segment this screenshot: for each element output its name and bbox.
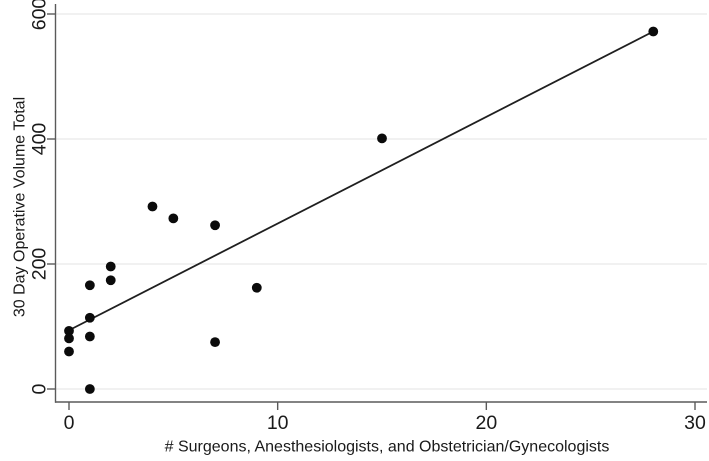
x-tick-label: 10 bbox=[267, 412, 289, 434]
y-tick-label: 400 bbox=[29, 123, 51, 156]
x-tick-label: 30 bbox=[684, 412, 706, 434]
data-point bbox=[64, 333, 74, 344]
data-point bbox=[377, 133, 387, 144]
data-point bbox=[84, 280, 95, 291]
x-tick-label: 20 bbox=[475, 412, 497, 434]
fit-line bbox=[68, 30, 654, 332]
data-point bbox=[84, 312, 95, 323]
fit-line-group bbox=[68, 30, 654, 332]
data-point bbox=[251, 282, 262, 293]
y-tick-label: 600 bbox=[29, 0, 51, 30]
x-axis-title: # Surgeons, Anesthesiologists, and Obste… bbox=[165, 439, 610, 456]
tick-marks bbox=[47, 13, 696, 410]
data-point bbox=[105, 261, 116, 272]
data-point bbox=[84, 384, 95, 394]
data-points-group bbox=[64, 26, 659, 394]
x-tick-label: 0 bbox=[64, 412, 75, 434]
y-tick-label: 0 bbox=[29, 383, 51, 394]
tick-labels: 0 10 20 30 0 200 400 600 bbox=[29, 0, 706, 434]
data-point bbox=[210, 337, 220, 348]
gridlines bbox=[56, 13, 707, 390]
data-point bbox=[147, 201, 158, 212]
data-point bbox=[64, 346, 74, 357]
y-axis-title: 30 Day Operative Volume Total bbox=[12, 97, 29, 317]
data-point bbox=[168, 213, 179, 224]
data-point bbox=[105, 275, 116, 286]
data-point bbox=[64, 325, 74, 336]
data-point bbox=[648, 26, 659, 37]
data-point bbox=[210, 220, 220, 231]
y-tick-label: 200 bbox=[29, 248, 51, 281]
data-point bbox=[84, 331, 95, 342]
axes bbox=[54, 4, 707, 403]
